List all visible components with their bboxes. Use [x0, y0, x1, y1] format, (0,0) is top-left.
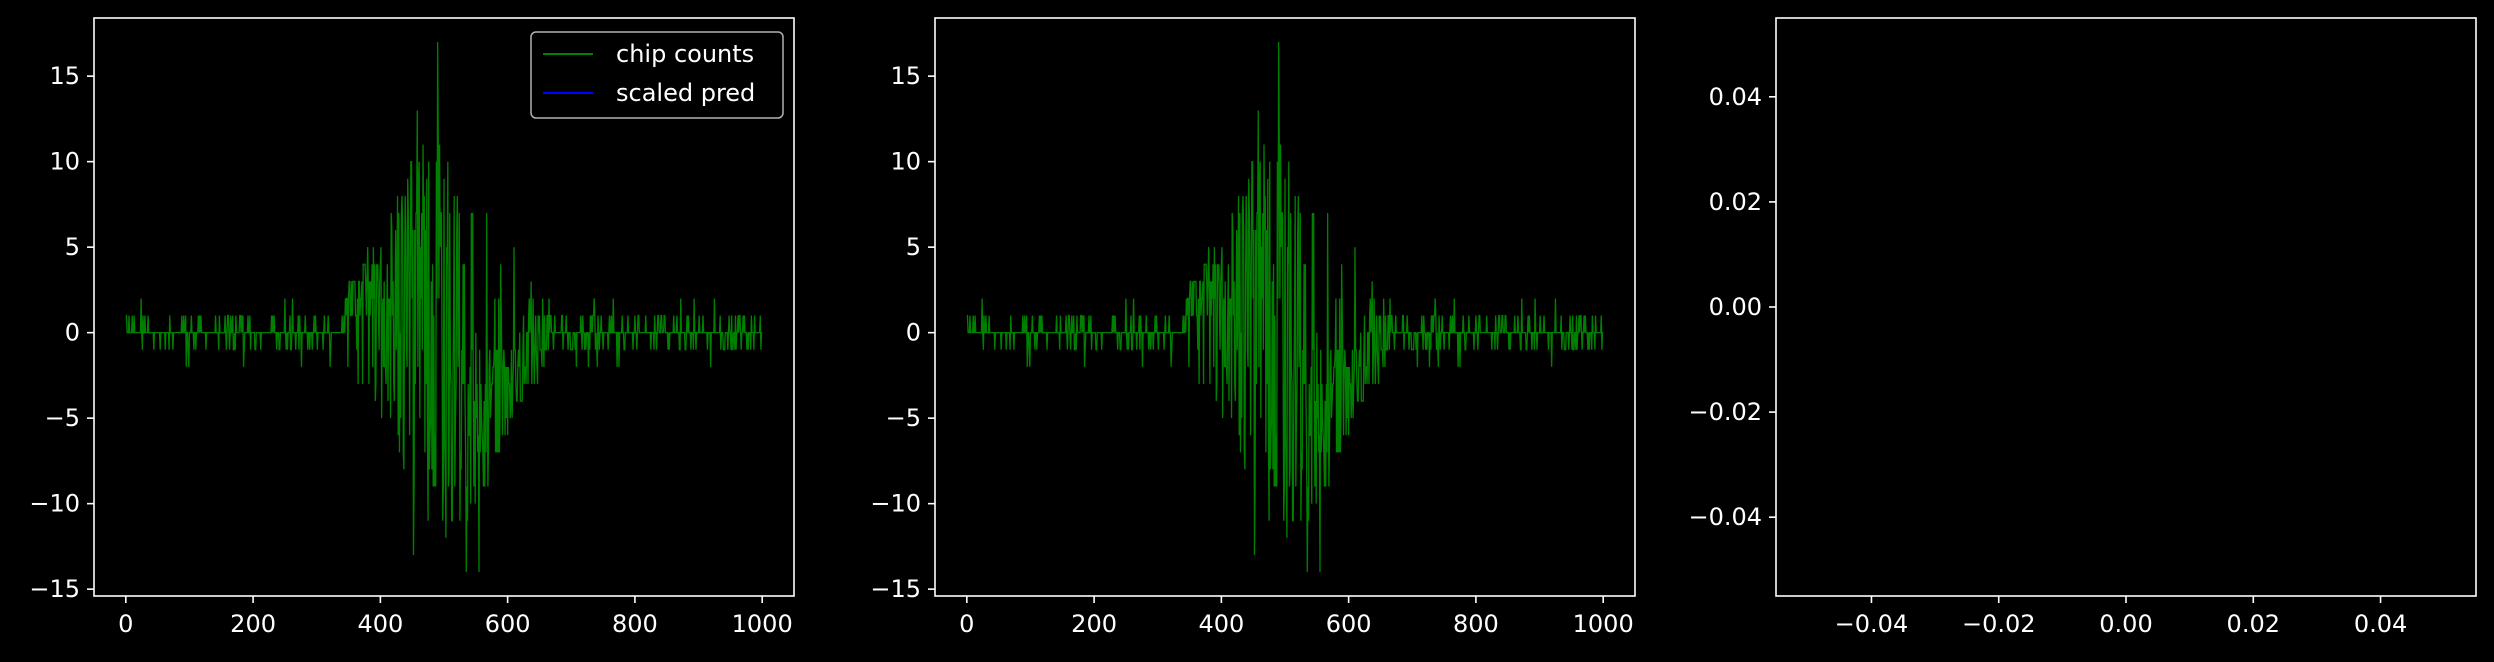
x-tick-label: 0 [118, 610, 133, 638]
panel-1-yticks: −15 −10 −5 0 5 10 15 [29, 62, 94, 603]
y-tick-label: 0 [906, 319, 921, 347]
x-tick-label: −0.04 [1835, 610, 1909, 638]
legend-label-scaled-pred: scaled pred [616, 79, 755, 107]
panel-3-xticks: −0.04 −0.02 0.00 0.02 0.04 [1835, 596, 2407, 638]
y-tick-label: 15 [890, 62, 921, 90]
panel-3-yticks: −0.04 −0.02 0.00 0.02 0.04 [1688, 83, 1776, 531]
y-tick-label: 5 [65, 233, 80, 261]
x-tick-label: 0 [959, 610, 974, 638]
y-tick-label: −10 [870, 490, 921, 518]
y-tick-label: 5 [906, 233, 921, 261]
x-tick-label: 800 [612, 610, 658, 638]
x-tick-label: 0.02 [2227, 610, 2280, 638]
y-tick-label: 0 [65, 319, 80, 347]
x-tick-label: 200 [230, 610, 276, 638]
x-tick-label: 400 [357, 610, 403, 638]
panel-2-yticks: −15 −10 −5 0 5 10 15 [870, 62, 935, 603]
x-tick-label: 400 [1198, 610, 1244, 638]
panel-2: 0 200 400 600 800 1000 −15 −10 −5 0 5 10 15 [870, 17, 1636, 638]
y-tick-label: −15 [29, 575, 80, 603]
x-tick-label: 0.00 [2099, 610, 2152, 638]
x-tick-label: 1000 [732, 610, 793, 638]
y-tick-label: −5 [45, 404, 80, 432]
panel-1-xticks: 0 200 400 600 800 1000 [118, 596, 793, 638]
x-tick-label: −0.02 [1962, 610, 2036, 638]
panel-1-frame [93, 17, 795, 597]
x-tick-label: 200 [1071, 610, 1117, 638]
y-tick-label: −0.02 [1688, 398, 1762, 426]
panel-2-plot-area [966, 41, 1604, 573]
y-tick-label: −15 [870, 575, 921, 603]
panel-2-frame [934, 17, 1636, 597]
y-tick-label: 10 [890, 148, 921, 176]
panel-1: 0 200 400 600 800 1000 −15 −10 −5 0 5 10 15 chip co… [29, 17, 795, 638]
y-tick-label: 15 [49, 62, 80, 90]
x-tick-label: 600 [485, 610, 531, 638]
y-tick-label: −5 [886, 404, 921, 432]
y-tick-label: 0.00 [1709, 293, 1762, 321]
x-tick-label: 600 [1326, 610, 1372, 638]
x-tick-label: 800 [1453, 610, 1499, 638]
series-line-chip-counts [966, 41, 1604, 573]
panel-1-legend: chip counts scaled pred [530, 31, 784, 119]
y-tick-label: 10 [49, 148, 80, 176]
y-tick-label: −0.04 [1688, 503, 1762, 531]
legend-label-chip-counts: chip counts [616, 40, 754, 68]
panel-2-xticks: 0 200 400 600 800 1000 [959, 596, 1634, 638]
panel-3: −0.04 −0.02 0.00 0.02 0.04 −0.04 −0.02 0.00 0.0… [1688, 17, 2477, 638]
x-tick-label: 0.04 [2354, 610, 2407, 638]
x-tick-label: 1000 [1573, 610, 1634, 638]
y-tick-label: 0.02 [1709, 188, 1762, 216]
panel-1-plot-area [125, 41, 763, 573]
series-line-chip-counts [125, 41, 763, 573]
y-tick-label: −10 [29, 490, 80, 518]
y-tick-label: 0.04 [1709, 83, 1762, 111]
legend-box [530, 31, 784, 119]
